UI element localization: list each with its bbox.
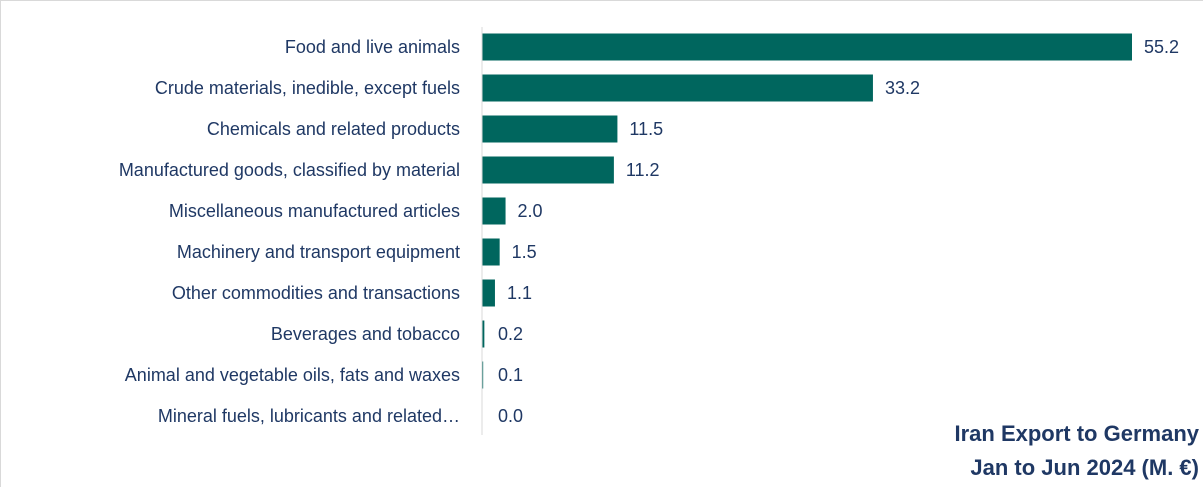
bar [482, 238, 500, 266]
category-label: Crude materials, inedible, except fuels [155, 78, 460, 98]
bar [482, 279, 495, 307]
bars-group: Food and live animals 55.2 Crude materials… [119, 33, 1179, 426]
bar [482, 361, 484, 389]
category-label: Other commodities and transactions [172, 283, 460, 303]
category-label: Beverages and tobacco [271, 324, 460, 344]
category-label: Machinery and transport equipment [177, 242, 460, 262]
data-label: 33.2 [885, 78, 920, 98]
data-label: 0.1 [498, 365, 523, 385]
category-label: Manufactured goods, classified by materi… [119, 160, 460, 180]
data-label: 0.0 [498, 406, 523, 426]
data-label: 1.1 [507, 283, 532, 303]
chart-title-line2: Jan to Jun 2024 (M. €) [970, 455, 1199, 480]
category-label: Animal and vegetable oils, fats and waxe… [125, 365, 460, 385]
data-label: 1.5 [512, 242, 537, 262]
data-label: 11.2 [626, 160, 660, 180]
data-label: 11.5 [629, 119, 663, 139]
bar [482, 156, 614, 184]
category-label: Mineral fuels, lubricants and related… [158, 406, 460, 426]
bar [482, 197, 506, 225]
chart-title-line1: Iran Export to Germany [954, 421, 1199, 446]
bar [482, 74, 873, 102]
bar [482, 320, 485, 348]
bar [482, 115, 618, 143]
bar [482, 33, 1132, 61]
category-label: Food and live animals [285, 37, 460, 57]
chart-title: Iran Export to Germany Jan to Jun 2024 (… [954, 417, 1199, 485]
data-label: 0.2 [498, 324, 523, 344]
data-label: 2.0 [518, 201, 543, 221]
category-label: Miscellaneous manufactured articles [169, 201, 460, 221]
category-label: Chemicals and related products [207, 119, 460, 139]
data-label: 55.2 [1144, 37, 1179, 57]
